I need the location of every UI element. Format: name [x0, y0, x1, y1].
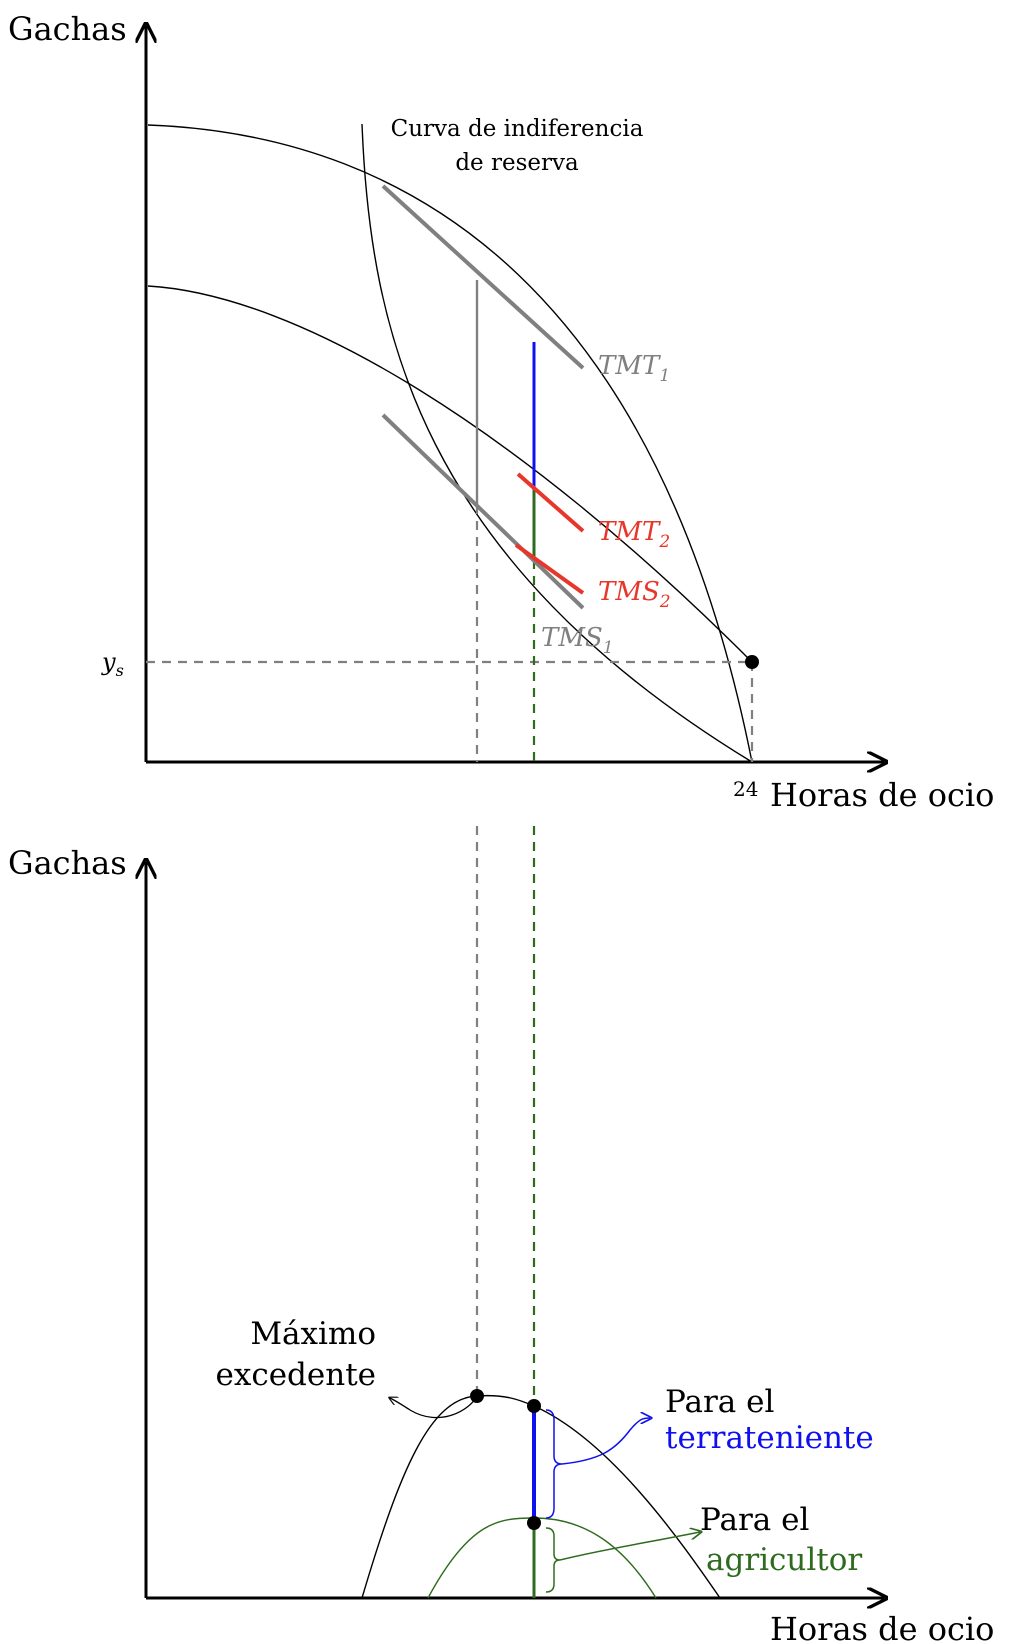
- tms2-label: TMS2: [598, 577, 671, 612]
- reservation-curve-label-2: de reserva: [455, 150, 579, 176]
- tms1-tangent: [381, 413, 585, 610]
- farmer-label-2: agricultor: [706, 1542, 862, 1578]
- bottom-x-axis-label: Horas de ocio: [770, 1610, 994, 1644]
- farmer-arrow: [559, 1532, 700, 1561]
- max-surplus-arrow: [390, 1395, 478, 1419]
- tmt2-label: TMT2: [598, 517, 670, 552]
- top-y-axis-label: Gachas: [8, 10, 127, 48]
- top-panel: Gachas Horas de ocio 24 ys Curva de indi…: [8, 10, 994, 814]
- tmt1-label: TMT1: [598, 351, 670, 386]
- bottom-panel: Gachas Horas de ocio Máximo excedente Pa…: [8, 826, 994, 1644]
- tms1-label: TMS1: [541, 623, 614, 658]
- total-surplus-curve: [361, 1394, 721, 1599]
- inner-frontier-curve: [147, 285, 753, 663]
- tmt1-tangent: [381, 184, 585, 370]
- reservation-curve-label-1: Curva de indiferencia: [391, 116, 644, 142]
- landowner-top-point: [527, 1399, 541, 1413]
- reservation-indifference-curve: [361, 123, 753, 763]
- bottom-y-axis-label: Gachas: [8, 844, 127, 882]
- landowner-brace: [545, 1409, 563, 1519]
- farmer-curve: [427, 1517, 657, 1599]
- max-surplus-label-2: excedente: [216, 1357, 377, 1393]
- tms2-tangent: [514, 543, 585, 595]
- ys-label: ys: [101, 648, 124, 680]
- landowner-arrow: [561, 1418, 650, 1465]
- farmer-label-1: Para el: [700, 1502, 809, 1538]
- landowner-label-1: Para el: [665, 1384, 774, 1420]
- farmer-brace: [545, 1527, 561, 1593]
- outer-frontier-curve: [147, 124, 753, 763]
- top-x-axis-label: Horas de ocio: [770, 776, 994, 814]
- tmt2-tangent: [516, 472, 585, 533]
- landowner-label-2: terrateniente: [665, 1420, 874, 1456]
- endowment-point: [745, 655, 759, 669]
- max-surplus-label-1: Máximo: [250, 1316, 376, 1352]
- x-tick-24: 24: [733, 777, 758, 801]
- farmer-top-point: [527, 1516, 541, 1530]
